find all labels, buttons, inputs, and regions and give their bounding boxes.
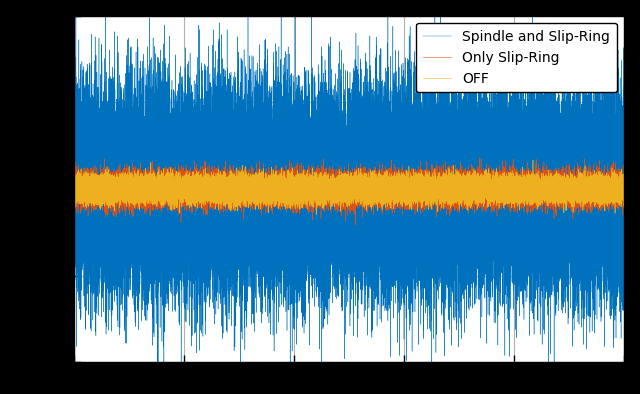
Legend: Spindle and Slip-Ring, Only Slip-Ring, OFF: Spindle and Slip-Ring, Only Slip-Ring, O… bbox=[417, 23, 617, 93]
OFF bbox=[401, 184, 409, 189]
Only Slip-Ring bbox=[70, 186, 77, 191]
OFF bbox=[369, 190, 376, 194]
Spindle and Slip-Ring bbox=[280, 183, 288, 188]
OFF bbox=[620, 182, 628, 187]
Spindle and Slip-Ring bbox=[620, 113, 628, 118]
Spindle and Slip-Ring bbox=[478, 173, 486, 178]
Spindle and Slip-Ring bbox=[401, 230, 409, 235]
Spindle and Slip-Ring bbox=[107, 206, 115, 211]
OFF bbox=[70, 180, 77, 185]
Line: OFF: OFF bbox=[74, 160, 624, 215]
OFF bbox=[478, 189, 486, 194]
Only Slip-Ring bbox=[369, 187, 376, 191]
OFF bbox=[202, 185, 210, 190]
OFF bbox=[107, 183, 115, 188]
Spindle and Slip-Ring bbox=[202, 255, 210, 260]
Only Slip-Ring bbox=[476, 156, 483, 160]
Only Slip-Ring bbox=[620, 186, 628, 191]
Line: Only Slip-Ring: Only Slip-Ring bbox=[74, 158, 624, 225]
Only Slip-Ring bbox=[280, 181, 288, 186]
OFF bbox=[312, 212, 320, 217]
OFF bbox=[529, 158, 537, 162]
Spindle and Slip-Ring bbox=[70, 163, 77, 167]
Only Slip-Ring bbox=[202, 177, 210, 181]
Only Slip-Ring bbox=[478, 183, 486, 188]
Line: Spindle and Slip-Ring: Spindle and Slip-Ring bbox=[74, 0, 624, 394]
Only Slip-Ring bbox=[401, 190, 409, 195]
OFF bbox=[280, 186, 288, 191]
Spindle and Slip-Ring bbox=[369, 178, 376, 183]
Only Slip-Ring bbox=[351, 223, 359, 228]
Only Slip-Ring bbox=[107, 185, 115, 190]
